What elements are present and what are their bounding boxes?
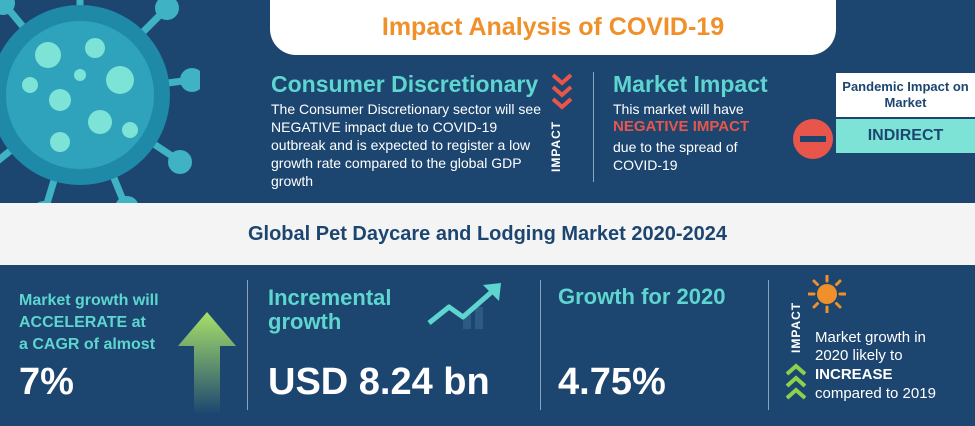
covid-impact-section: Impact Analysis of COVID-19 Consumer Dis… [0, 0, 975, 203]
growth-2020-label: Growth for 2020 [558, 284, 726, 309]
negative-impact-text: NEGATIVE IMPACT [613, 118, 750, 135]
increase-text: INCREASE [815, 366, 893, 383]
market-impact-line: due to the spread of [613, 139, 738, 155]
market-impact-heading: Market Impact [613, 71, 768, 97]
up-arrow-icon [178, 312, 236, 414]
market-impact-line: This market will have [613, 101, 744, 117]
divider [593, 72, 594, 182]
impact-analysis-banner: Impact Analysis of COVID-19 [270, 0, 836, 55]
incremental-line: growth [268, 309, 342, 334]
sector-description: The Consumer Discretionary sector will s… [271, 101, 541, 189]
incremental-growth-label: Incremental growth [268, 286, 392, 334]
incremental-line: Incremental [268, 285, 392, 310]
divider [247, 280, 248, 410]
market-impact-line: COVID-19 [613, 157, 678, 173]
minus-circle-icon [793, 119, 833, 159]
growth-impact-line: compared to 2019 [815, 385, 936, 402]
impact-label: IMPACT [549, 120, 563, 172]
cagr-text: Market growth will ACCELERATE at a CAGR … [19, 290, 159, 356]
growth-impact-line: Market growth in [815, 329, 926, 346]
sun-icon [808, 275, 846, 313]
cagr-line: ACCELERATE at [19, 314, 146, 331]
page-title: Impact Analysis of COVID-19 [381, 13, 725, 41]
growth-impact-line: 2020 likely to [815, 347, 903, 364]
pandemic-impact-value: INDIRECT [836, 119, 975, 153]
cagr-line: Market growth will [19, 292, 159, 309]
cagr-line: a CAGR of almost [19, 336, 156, 353]
market-title: Global Pet Daycare and Lodging Market 20… [247, 222, 728, 245]
incremental-value: USD 8.24 bn [268, 361, 490, 403]
chevron-up-icon [785, 363, 807, 400]
market-stats-section [0, 265, 975, 426]
trend-up-icon [427, 283, 501, 329]
divider [768, 280, 769, 410]
virus-icon [0, 0, 200, 203]
market-title-band: Global Pet Daycare and Lodging Market 20… [0, 203, 975, 265]
growth-2020-value: 4.75% [558, 361, 666, 403]
pandemic-impact-label: Pandemic Impact on Market [836, 73, 975, 117]
divider [540, 280, 541, 410]
impact-label: IMPACT [789, 301, 803, 353]
sector-heading: Consumer Discretionary [271, 71, 539, 97]
cagr-value: 7% [19, 361, 74, 403]
chevron-down-icon [551, 73, 573, 110]
